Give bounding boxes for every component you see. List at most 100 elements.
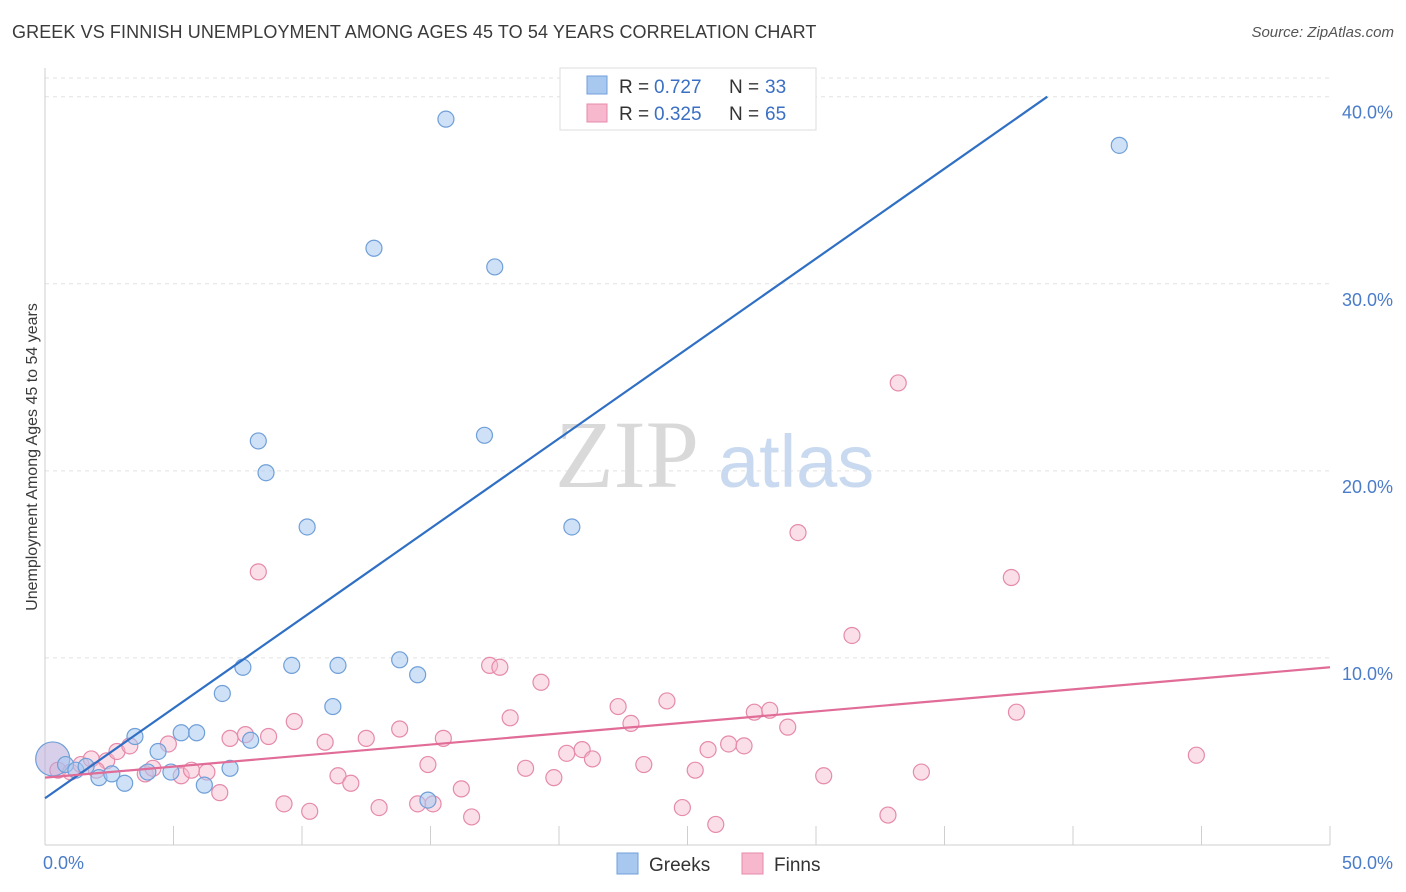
- legend-greek-r-value: 0.727: [654, 77, 702, 98]
- finn-point: [1002, 568, 1020, 587]
- greek-point: [475, 426, 494, 444]
- finn-point: [211, 784, 229, 802]
- greek-point: [391, 651, 409, 669]
- finn-point: [720, 735, 738, 753]
- greek-point: [563, 518, 581, 536]
- greek-point: [149, 742, 167, 761]
- legend-finn-n-label: N =: [729, 104, 759, 125]
- legend-finn-n-value: 65: [765, 104, 786, 125]
- finn-trend-line: [44, 666, 1331, 779]
- greek-trend-line: [44, 95, 1048, 800]
- legend-box: R = 0.727 N = 33 R = 0.325 N = 65: [559, 67, 817, 131]
- finn-point: [463, 808, 481, 826]
- finn-point: [259, 727, 278, 746]
- finn-point: [249, 563, 267, 581]
- greek-point: [437, 110, 455, 128]
- bottom-legend-finn-swatch: [741, 852, 764, 875]
- greek-point: [409, 666, 427, 684]
- finn-point: [622, 714, 640, 733]
- finn-point: [419, 755, 437, 774]
- y-tick-label-10: 10.0%: [1342, 664, 1393, 684]
- greek-point: [195, 776, 213, 794]
- finn-point: [789, 523, 807, 542]
- y-tick-label-40: 40.0%: [1342, 103, 1393, 123]
- grid-layer: [45, 77, 1330, 659]
- y-axis-label: Unemployment Among Ages 45 to 54 years: [24, 303, 41, 611]
- greek-point: [139, 763, 157, 781]
- finn-point: [912, 763, 930, 781]
- finn-point: [329, 767, 347, 785]
- legend-finn-swatch: [586, 103, 608, 123]
- finn-point: [558, 744, 576, 762]
- finn-point: [452, 780, 470, 798]
- bottom-legend-greek-swatch: [616, 852, 639, 875]
- greek-point: [298, 518, 316, 536]
- greek-point: [486, 258, 504, 276]
- finn-point: [357, 729, 375, 747]
- finn-point: [370, 798, 388, 817]
- finn-point: [583, 750, 602, 768]
- greek-point: [329, 656, 347, 675]
- greek-point: [172, 724, 190, 742]
- greek-point: [242, 731, 260, 749]
- legend-greek-n-value: 33: [765, 77, 786, 98]
- greek-point: [116, 774, 134, 792]
- finn-point: [516, 759, 535, 777]
- bottom-legend-greek-label: Greeks: [649, 855, 710, 876]
- x-tick-label-min: 0.0%: [43, 853, 84, 873]
- finn-point: [843, 626, 861, 645]
- source-label: Source: ZipAtlas.com: [1251, 24, 1394, 41]
- greek-point: [419, 791, 437, 809]
- finn-point: [501, 709, 519, 727]
- bottom-legend-finn-label: Finns: [774, 855, 820, 876]
- legend-finn-r-label: R =: [619, 104, 649, 125]
- tick-labels: 10.0% 20.0% 30.0% 40.0% 0.0% 50.0%: [43, 103, 1393, 873]
- finn-point: [342, 774, 360, 792]
- finn-point: [391, 720, 409, 738]
- y-tick-label-20: 20.0%: [1342, 477, 1393, 497]
- x-tick-label-max: 50.0%: [1342, 853, 1393, 873]
- axes-layer: [44, 68, 1331, 846]
- greek-point: [188, 724, 206, 742]
- trend-layer: [44, 95, 1331, 800]
- greek-point: [221, 759, 239, 777]
- finn-point: [609, 697, 627, 716]
- chart-title: GREEK VS FINNISH UNEMPLOYMENT AMONG AGES…: [12, 22, 817, 42]
- finn-point: [686, 761, 704, 779]
- greek-point: [249, 432, 267, 450]
- watermark: ZIP atlas: [555, 401, 874, 508]
- finn-point: [673, 798, 691, 817]
- finn-point: [275, 795, 293, 813]
- greek-point: [257, 464, 275, 482]
- greek-point: [283, 656, 301, 675]
- finn-point: [285, 712, 303, 731]
- finn-point: [879, 806, 897, 824]
- greek-point: [103, 765, 121, 783]
- finn-point: [1007, 703, 1026, 721]
- greek-point: [213, 684, 231, 703]
- greek-point: [324, 697, 342, 716]
- finn-point: [491, 658, 509, 676]
- finn-point: [221, 729, 239, 747]
- legend-finn-r-value: 0.325: [654, 104, 702, 125]
- finn-point: [532, 673, 550, 691]
- finn-point: [815, 767, 833, 785]
- greek-point: [1110, 136, 1128, 154]
- finn-point: [889, 374, 907, 392]
- finn-point: [699, 740, 717, 759]
- legend-greek-n-label: N =: [729, 77, 759, 98]
- finn-point: [301, 802, 319, 820]
- y-tick-label-30: 30.0%: [1342, 290, 1393, 310]
- bottom-legend: Greeks Finns: [616, 852, 820, 876]
- legend-greek-swatch: [586, 75, 608, 95]
- finn-point: [779, 718, 797, 736]
- finn-point: [735, 737, 753, 755]
- finn-point: [635, 755, 653, 774]
- greek-point: [365, 239, 383, 257]
- watermark-zip: ZIP: [555, 401, 699, 508]
- watermark-atlas: atlas: [718, 420, 874, 503]
- finn-point: [545, 769, 563, 787]
- legend-greek-r-label: R =: [619, 77, 649, 98]
- finn-point: [316, 733, 334, 751]
